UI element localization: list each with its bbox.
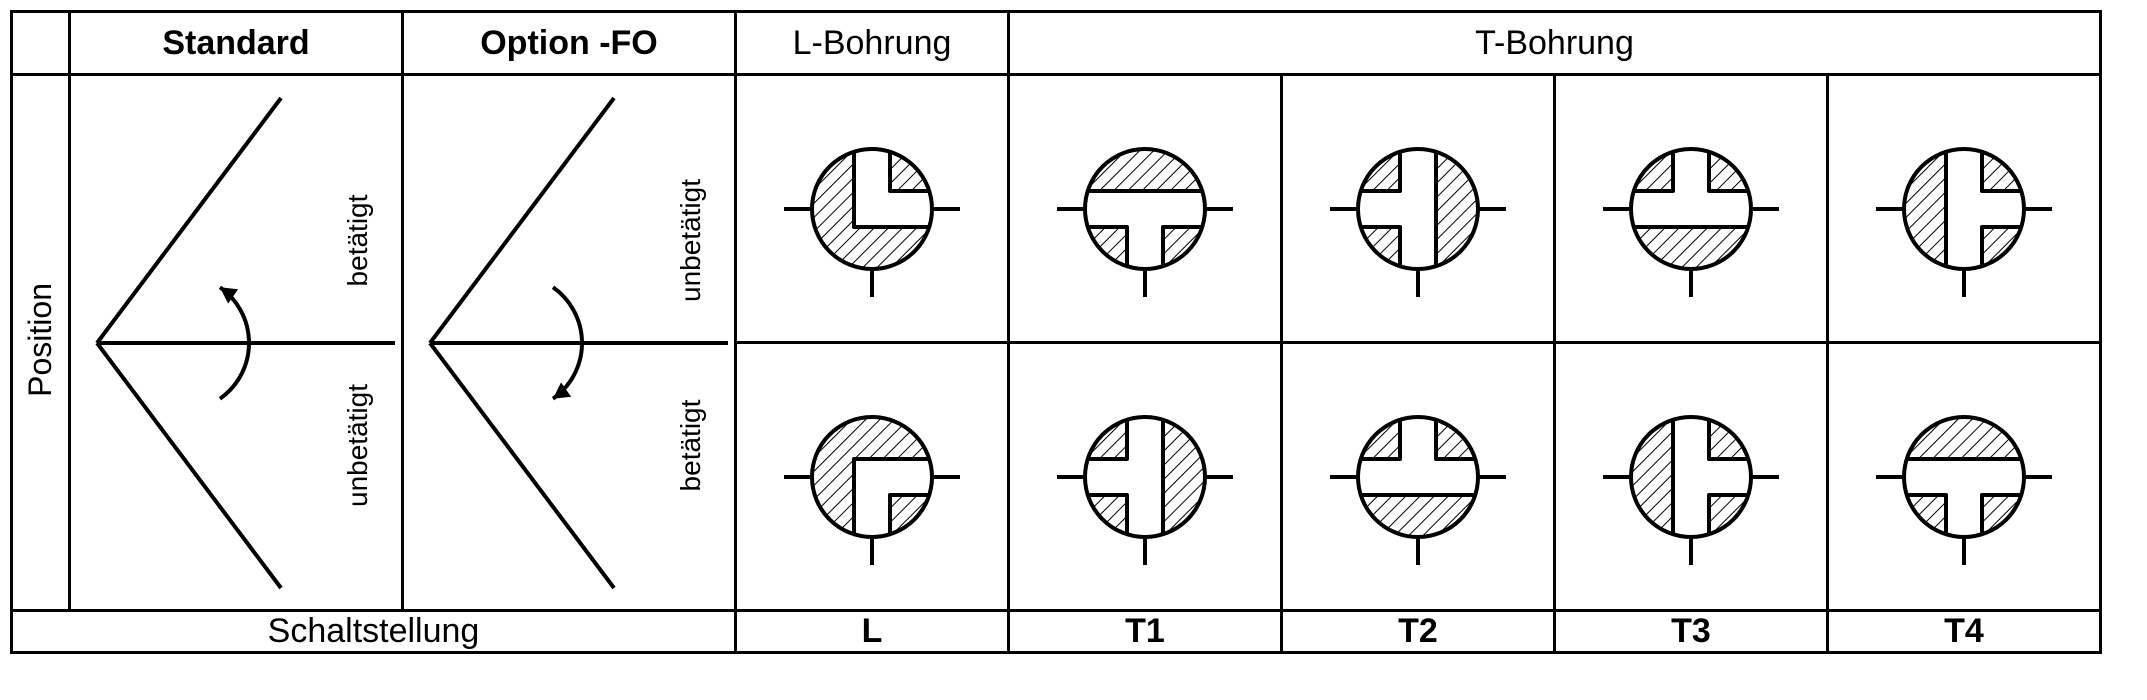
header-l-bohrung: L-Bohrung [736,12,1009,75]
symbol-T2-bot [1282,343,1555,611]
svg-text:unbetätigt: unbetätigt [675,178,706,301]
footer-schaltstellung: Schaltstellung [12,611,736,653]
symbol-L-top [736,75,1009,343]
symbol-T4-bot [1828,343,2101,611]
symbol-T1-top [1009,75,1282,343]
symbol-T4-top [1828,75,2101,343]
header-standard: Standard [70,12,403,75]
actuator-standard-svg: betätigt unbetätigt [71,78,401,608]
row-top: Position betätigtunbetätigt unbetätigtbe… [12,75,2101,343]
svg-text:unbetätigt: unbetätigt [342,383,373,506]
symbol-L-bot [736,343,1009,611]
header-option-fo: Option -FO [403,12,736,75]
symbol-T1-bot [1009,343,1282,611]
position-label: Position [22,283,59,397]
footer-T4: T4 [1828,611,2101,653]
footer-T1: T1 [1009,611,1282,653]
footer-L: L [736,611,1009,653]
header-empty [12,12,70,75]
header-row: Standard Option -FO L-Bohrung T-Bohrung [12,12,2101,75]
header-t-bohrung: T-Bohrung [1009,12,2101,75]
actuator-standard: betätigt unbetätigt [70,75,403,611]
footer-row: Schaltstellung L T1 T2 T3 T4 [12,611,2101,653]
footer-T2: T2 [1282,611,1555,653]
position-label-cell: Position [12,75,70,611]
symbol-T2-top [1282,75,1555,343]
symbol-T3-top [1555,75,1828,343]
actuator-option-svg: unbetätigt betätigt [404,78,734,608]
valve-position-table: Standard Option -FO L-Bohrung T-Bohrung … [10,10,2102,654]
footer-T3: T3 [1555,611,1828,653]
symbol-T3-bot [1555,343,1828,611]
actuator-option-fo: unbetätigt betätigt [403,75,736,611]
svg-text:betätigt: betätigt [342,194,373,286]
svg-text:betätigt: betätigt [675,399,706,491]
